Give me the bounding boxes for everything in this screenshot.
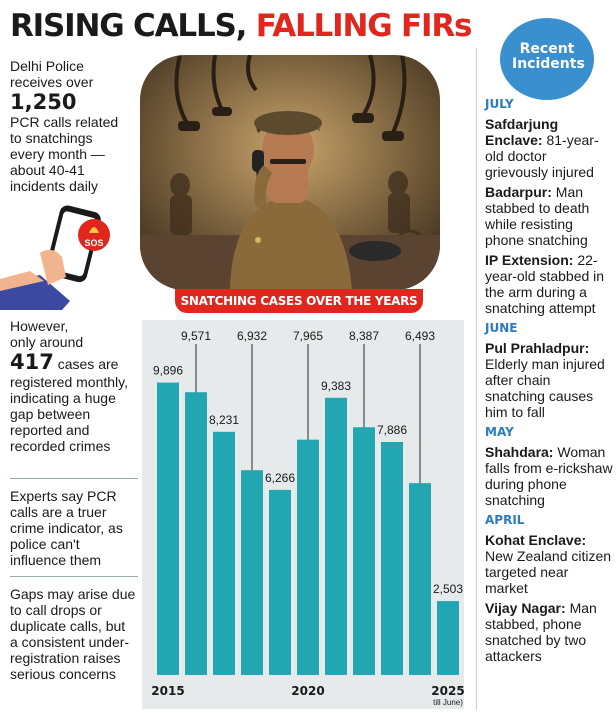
bar — [437, 601, 459, 675]
police-officer-illustration — [140, 55, 440, 290]
divider — [10, 478, 138, 479]
column-divider — [476, 48, 477, 710]
incident-text: 22-year-old stabbed in the arm during a … — [485, 252, 605, 316]
value-label: 6,493 — [405, 329, 435, 343]
month-heading: JULY — [485, 97, 514, 111]
month-heading: MAY — [485, 425, 514, 439]
incident-place: Vijay Nagar: — [485, 600, 566, 616]
bar — [325, 397, 347, 675]
x-tick-label: 2020 — [291, 684, 324, 698]
incident-place: Pul Prahladpur: — [485, 340, 590, 356]
headline-part2: FALLING FIRs — [255, 8, 473, 44]
value-label: 9,571 — [181, 329, 211, 343]
bar — [241, 470, 263, 675]
intro-text: Delhi Police receives over — [10, 58, 94, 90]
recent-title: Recent Incidents — [512, 41, 585, 72]
x-tick-label: 2025 — [431, 684, 464, 698]
incident-item: IP Extension: 22-year-old stabbed in the… — [485, 252, 613, 316]
value-label: 9,896 — [153, 364, 183, 378]
headline: RISING CALLS, FALLING FIRs — [10, 8, 473, 44]
incident-text: Woman falls from e-rickshaw during phone… — [485, 444, 613, 508]
value-label: 7,965 — [293, 329, 323, 343]
bar — [297, 439, 319, 675]
however-text: However, only around — [10, 318, 84, 350]
gaps-text: Gaps may arise due to call drops or dupl… — [10, 586, 136, 682]
value-label: 7,886 — [377, 423, 407, 437]
chart-banner: SNATCHING CASES OVER THE YEARS — [175, 289, 423, 313]
bar-chart: 9,896 9,571 8,231 6,932 6,266 7,965 9,383 8,387… — [151, 329, 464, 707]
gaps-block: Gaps may arise due to call drops or dupl… — [10, 586, 138, 682]
bar — [157, 382, 179, 675]
bar — [381, 442, 403, 675]
calls-text: PCR calls related to snatchings every mo… — [10, 114, 119, 194]
month-heading: JUNE — [485, 321, 518, 335]
incident-place: Badarpur: — [485, 184, 552, 200]
left-column: Delhi Police receives over 1,250 PCR cal… — [10, 58, 138, 194]
cases-word: cases are — [57, 356, 119, 372]
experts-block: Experts say PCR calls are a truer crime … — [10, 488, 138, 568]
left-column-lower: However, only around 417 cases are regis… — [10, 318, 138, 454]
sos-label: SOS — [84, 238, 103, 248]
incident-text: Man stabbed, phone snatched by two attac… — [485, 600, 597, 664]
x-tick-label: 2015 — [151, 684, 184, 698]
bar — [353, 427, 375, 675]
headline-part1: RISING CALLS, — [10, 8, 247, 44]
calls-number: 1,250 — [10, 90, 77, 114]
recent-incidents-list: JULY Safdarjung Enclave: 81-year-old doct… — [485, 96, 613, 668]
value-label: 6,932 — [237, 329, 267, 343]
incident-place: Safdarjung Enclave: — [485, 116, 559, 148]
value-label: 2,503 — [433, 582, 463, 596]
incident-item: Shahdara: Woman falls from e-rickshaw du… — [485, 444, 613, 508]
incident-place: Shahdara: — [485, 444, 554, 460]
value-label: 9,383 — [321, 379, 351, 393]
bar — [185, 392, 207, 675]
incident-item: Badarpur: Man stabbed to death while res… — [485, 184, 613, 248]
incident-text: Elderly man injured after chain snatchin… — [485, 356, 605, 420]
value-label: 6,266 — [265, 471, 295, 485]
phone-sos-icon: SOS — [0, 205, 128, 361]
x-tick-note: till June) — [433, 698, 463, 707]
incident-text: Man stabbed to death while resisting pho… — [485, 184, 590, 248]
incident-text: 81-year-old doctor grievously injured — [485, 132, 599, 180]
cases-number: 417 — [10, 350, 54, 374]
bar — [213, 431, 235, 675]
recent-incidents-badge: Recent Incidents — [500, 18, 594, 100]
cases-text: registered monthly, indicating a huge ga… — [10, 374, 129, 454]
value-label: 8,387 — [349, 329, 379, 343]
incident-place: Kohat Enclave: — [485, 532, 587, 548]
experts-text: Experts say PCR calls are a truer crime … — [10, 488, 123, 568]
incident-text: New Zealand citizen targeted near market — [485, 548, 612, 596]
bar — [409, 483, 431, 675]
bar — [269, 489, 291, 675]
divider — [10, 576, 138, 577]
incident-item: Pul Prahladpur: Elderly man injured afte… — [485, 340, 613, 420]
value-label: 8,231 — [209, 413, 239, 427]
incident-item: Kohat Enclave: New Zealand citizen targe… — [485, 532, 613, 596]
month-heading: APRIL — [485, 513, 525, 527]
incident-item: Vijay Nagar: Man stabbed, phone snatched… — [485, 600, 613, 664]
incident-place: IP Extension: — [485, 252, 574, 268]
incident-item: Safdarjung Enclave: 81-year-old doctor g… — [485, 116, 613, 180]
